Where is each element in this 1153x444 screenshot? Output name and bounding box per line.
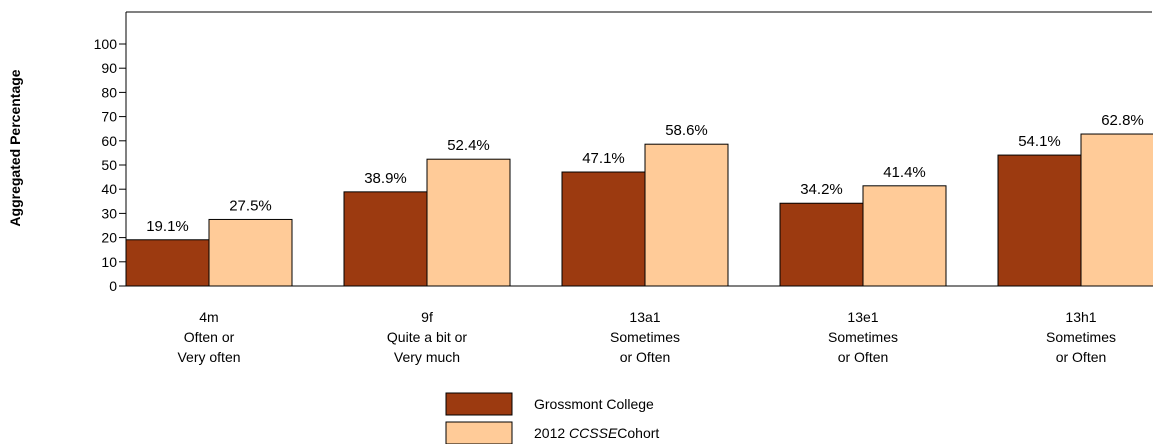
category-label: 13a1 — [629, 309, 660, 325]
legend-label: Grossmont College — [534, 396, 654, 412]
category-label: or Often — [1056, 349, 1107, 365]
legend-label: 2012 CCSSECohort — [534, 425, 659, 441]
y-tick-label: 70 — [101, 109, 117, 125]
bar-grossmont — [779, 202, 864, 287]
bar-cohort — [208, 218, 293, 287]
bar-value-label: 27.5% — [229, 197, 272, 214]
category-label: Sometimes — [1046, 329, 1116, 345]
legend-swatch — [445, 392, 513, 416]
y-tick-label: 80 — [101, 84, 117, 100]
bar-cohort — [862, 185, 947, 287]
category-label: or Often — [838, 349, 889, 365]
bar-value-label: 19.1% — [146, 218, 189, 235]
y-tick-label: 20 — [101, 230, 117, 246]
plot-area: 0 10 20 30 40 50 60 70 80 90 100 19.1% 27.5% 4m Often … — [94, 11, 1153, 365]
bar-value-label: 62.8% — [1101, 112, 1144, 129]
category-label: 4m — [199, 309, 218, 325]
category-label: Often or — [184, 329, 235, 345]
bar-grossmont — [343, 191, 428, 287]
y-tick-label: 10 — [101, 254, 117, 270]
y-axis-label: Aggregated Percentage — [7, 69, 23, 226]
category-label: Very often — [177, 349, 240, 365]
legend: Grossmont College 2012 CCSSECohort — [445, 392, 659, 444]
bar-value-label: 38.9% — [364, 170, 407, 187]
category-label: Very much — [394, 349, 460, 365]
bar-value-label: 41.4% — [883, 164, 926, 181]
category-label: or Often — [620, 349, 671, 365]
y-tick-label: 90 — [101, 60, 117, 76]
legend-swatch — [445, 421, 513, 444]
bar-cohort — [426, 158, 511, 287]
y-tick-label: 0 — [109, 278, 117, 294]
y-tick-label: 40 — [101, 181, 117, 197]
category-label: 13e1 — [847, 309, 878, 325]
bar-cohort — [1080, 133, 1153, 287]
category-label: Sometimes — [610, 329, 680, 345]
bar-grossmont — [561, 171, 646, 287]
category-label: Sometimes — [828, 329, 898, 345]
y-tick-label: 50 — [101, 157, 117, 173]
y-tick-label: 60 — [101, 133, 117, 149]
bar-value-label: 47.1% — [582, 150, 625, 167]
bar-value-label: 52.4% — [447, 137, 490, 154]
y-tick-label: 30 — [101, 205, 117, 221]
category-label: 13h1 — [1065, 309, 1096, 325]
category-label: 9f — [421, 309, 433, 325]
bar-cohort — [644, 143, 729, 287]
category-label: Quite a bit or — [387, 329, 467, 345]
bar-grossmont — [125, 239, 210, 287]
bar-value-label: 54.1% — [1018, 133, 1061, 150]
bar-grossmont — [997, 154, 1082, 287]
bar-value-label: 34.2% — [800, 181, 843, 198]
y-tick-label: 100 — [94, 36, 118, 52]
bar-value-label: 58.6% — [665, 122, 708, 139]
